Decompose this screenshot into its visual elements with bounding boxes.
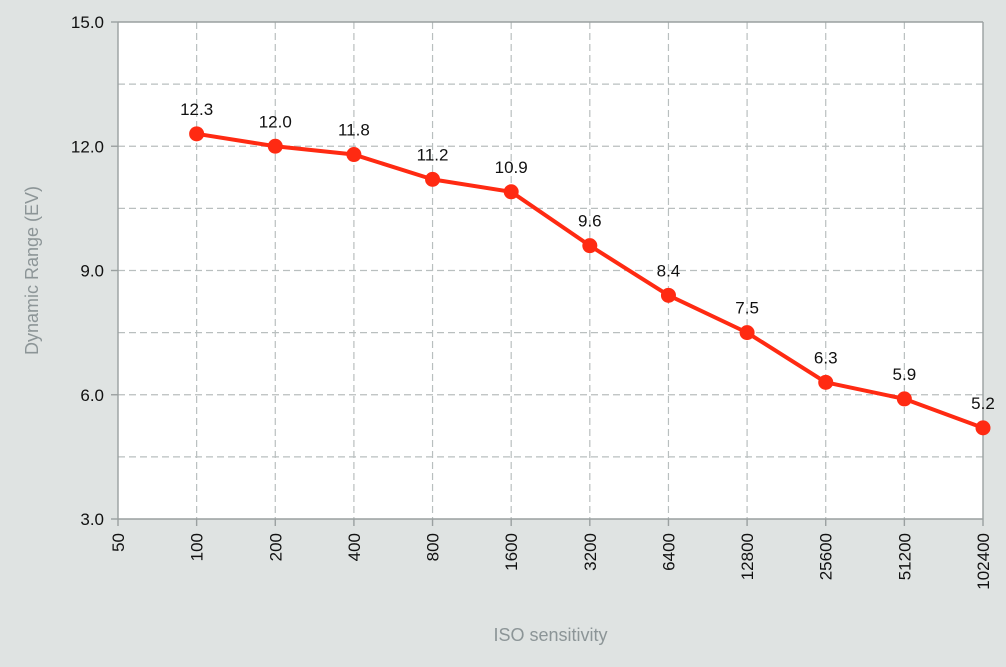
data-label: 10.9 — [495, 158, 528, 177]
data-label: 8.4 — [657, 261, 681, 280]
y-axis-title: Dynamic Range (EV) — [22, 186, 42, 355]
x-tick-label: 3200 — [581, 533, 600, 571]
grid-lines — [118, 22, 983, 519]
data-label: 5.9 — [893, 365, 917, 384]
x-tick-label: 51200 — [895, 533, 914, 580]
data-point — [503, 184, 519, 200]
data-label: 9.6 — [578, 212, 602, 231]
data-point — [582, 238, 598, 254]
x-tick-label: 100 — [188, 533, 207, 561]
x-tick-label: 50 — [109, 533, 128, 552]
data-point — [975, 420, 991, 436]
x-tick-label: 200 — [266, 533, 285, 561]
data-point — [267, 138, 283, 154]
data-point — [660, 287, 676, 303]
y-tick-labels: 3.0 6.0 9.0 12.0 15.0 — [71, 13, 104, 529]
data-point — [739, 325, 755, 341]
data-label: 7.5 — [735, 299, 759, 318]
x-tick-label: 1600 — [502, 533, 521, 571]
y-tick-label: 3.0 — [80, 510, 104, 529]
axes — [111, 21, 984, 526]
data-labels: 12.3 12.0 11.8 11.2 10.9 9.6 8.4 7.5 6.3 5.9 5.2 — [180, 100, 995, 413]
data-points — [189, 126, 991, 436]
data-label: 11.8 — [338, 121, 370, 140]
data-label: 11.2 — [417, 145, 449, 164]
x-tick-label: 12800 — [738, 533, 757, 580]
data-label: 12.3 — [180, 100, 213, 119]
y-tick-label: 15.0 — [71, 13, 104, 32]
x-tick-label: 800 — [424, 533, 443, 561]
x-tick-label: 25600 — [817, 533, 836, 580]
data-point — [425, 171, 441, 187]
x-tick-label: 400 — [345, 533, 364, 561]
data-label: 5.2 — [971, 394, 995, 413]
data-label: 12.0 — [259, 112, 292, 131]
data-point — [189, 126, 205, 142]
data-point — [818, 374, 834, 390]
y-tick-label: 12.0 — [71, 137, 104, 156]
y-tick-label: 9.0 — [80, 262, 104, 281]
data-label: 6.3 — [814, 348, 838, 367]
data-point — [346, 147, 362, 163]
data-point — [896, 391, 912, 407]
x-tick-label: 6400 — [659, 533, 678, 571]
x-tick-labels: 50 100 200 400 800 1600 3200 6400 12800 25600 5120… — [109, 533, 993, 590]
x-tick-label: 102400 — [974, 533, 993, 590]
y-tick-label: 6.0 — [80, 386, 104, 405]
x-axis-title: ISO sensitivity — [493, 625, 607, 645]
